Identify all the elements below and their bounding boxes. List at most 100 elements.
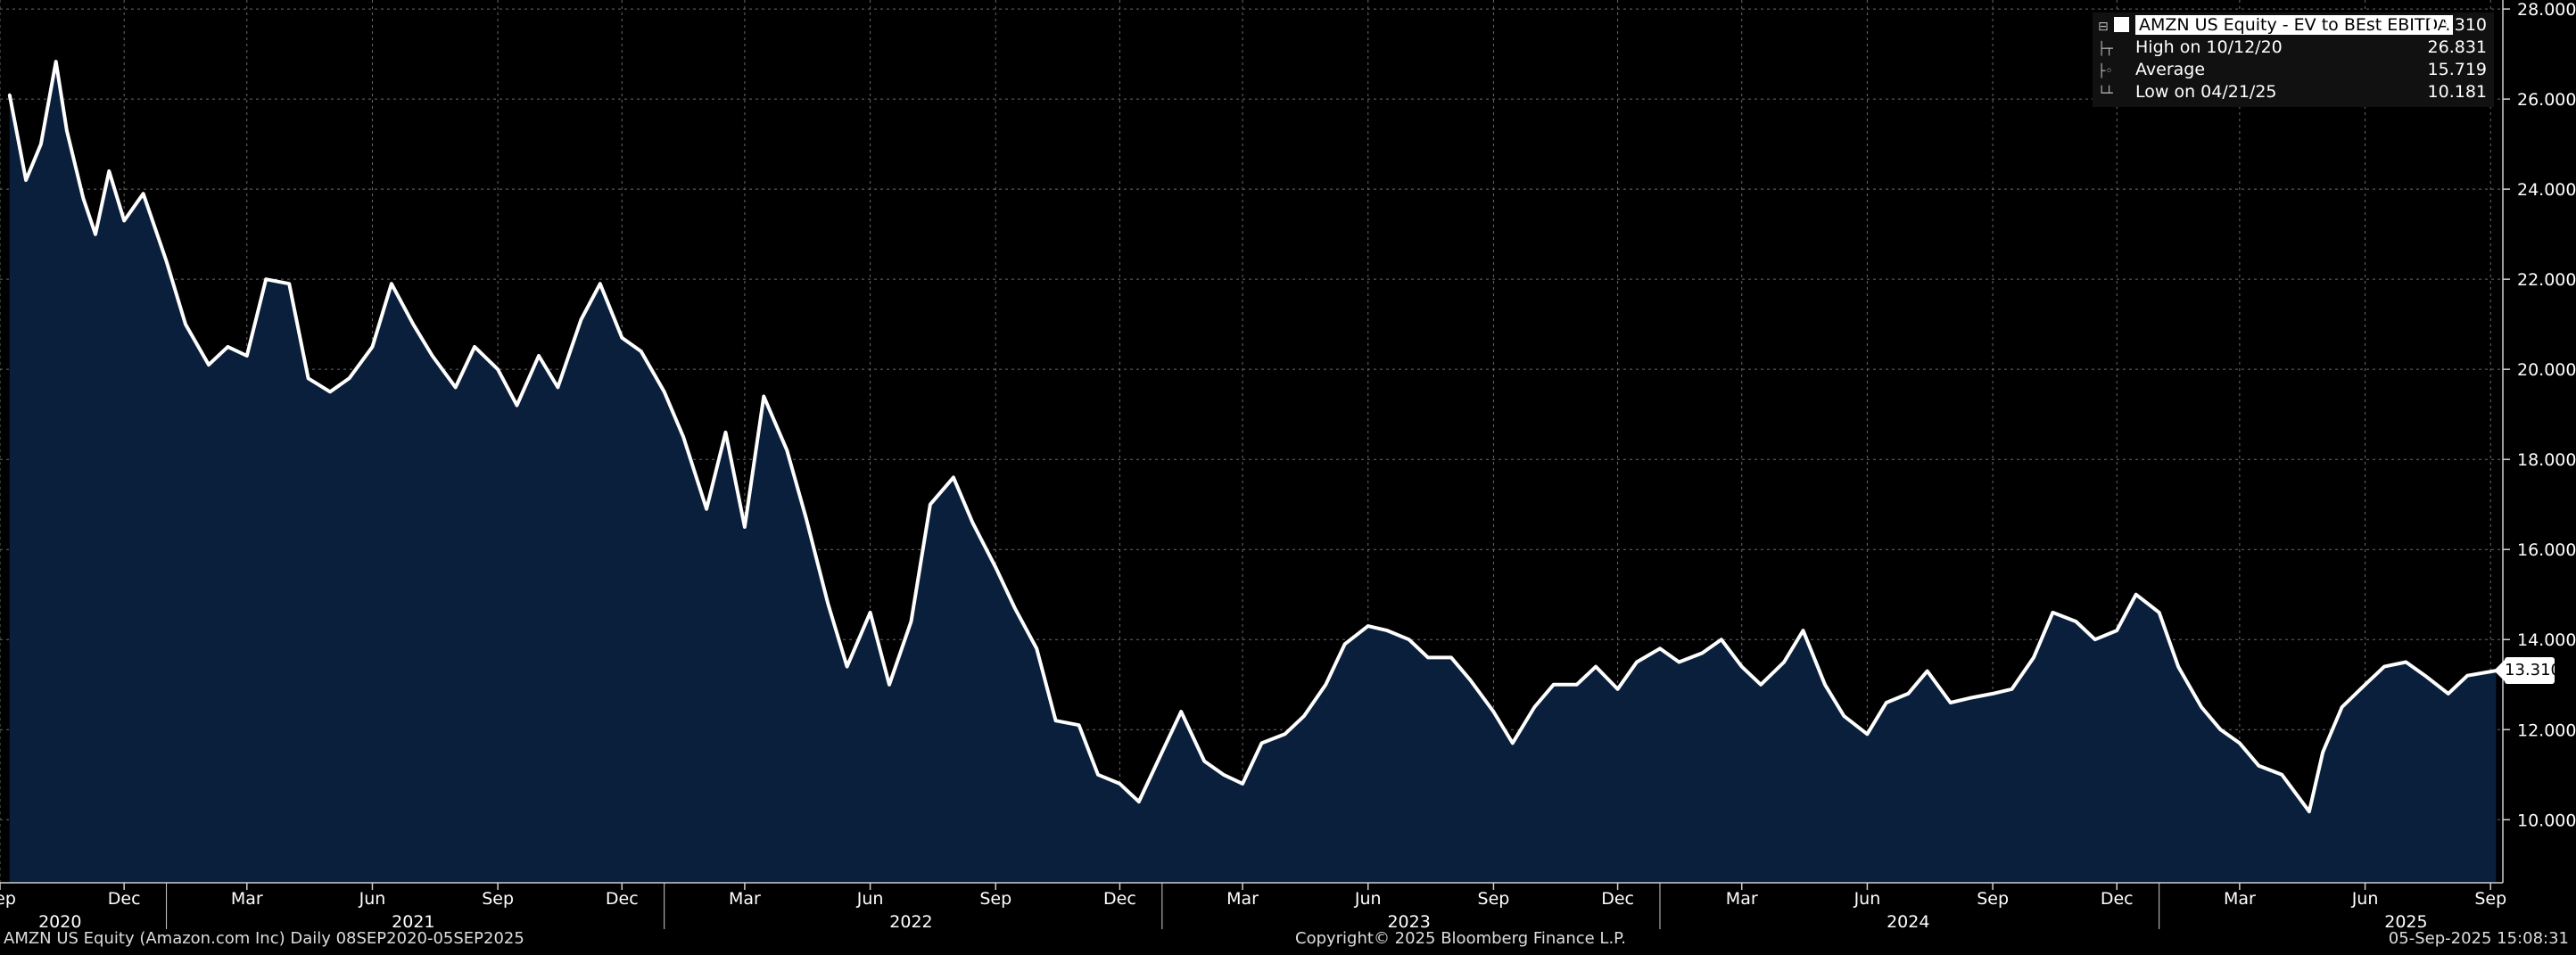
data-point <box>663 390 666 393</box>
data-point <box>1284 732 1286 736</box>
x-tick-label: Dec <box>108 889 141 909</box>
data-point <box>1720 638 1723 641</box>
data-point <box>1616 687 1620 691</box>
legend-series-title: AMZN US Equity - EV to BEst EBITDA <box>2135 15 2453 35</box>
data-point <box>1594 665 1598 669</box>
data-point <box>2134 593 2138 597</box>
data-point <box>454 385 458 389</box>
legend-title-row: ⊟ AMZN US Equity - EV to BEst EBITDA 13.… <box>2093 14 2494 37</box>
data-point <box>705 507 708 511</box>
data-point <box>54 60 58 63</box>
data-point <box>2404 661 2407 663</box>
series-points <box>8 60 2498 813</box>
data-point <box>579 318 582 322</box>
data-point <box>1782 661 1786 663</box>
data-point <box>2364 683 2367 687</box>
data-point <box>869 611 872 614</box>
data-point <box>473 345 476 349</box>
data-point <box>431 354 434 358</box>
data-point <box>1991 692 1994 696</box>
data-point <box>1740 665 1744 669</box>
x-year-label: 2024 <box>1887 912 1929 932</box>
footer-timestamp: 05-Sep-2025 15:08:31 <box>2388 929 2569 948</box>
data-point <box>1823 683 1827 687</box>
x-tick-label: Dec <box>1103 889 1136 909</box>
data-point <box>970 521 974 524</box>
data-point <box>1408 638 1411 641</box>
data-point <box>1658 646 1662 650</box>
data-point <box>1532 705 1536 709</box>
y-axis: 10.000 12.000 14.000 16.000 18.000 20.000 22.0… <box>2502 0 2576 883</box>
data-point <box>888 683 891 687</box>
data-point <box>1949 701 1953 704</box>
x-tick-label: Mar <box>1726 889 1758 909</box>
data-point <box>1700 651 1704 655</box>
data-point <box>1241 782 1244 786</box>
y-tick-label: 24.000 <box>2517 180 2576 200</box>
data-point <box>1491 710 1495 713</box>
data-point <box>348 376 351 380</box>
data-point <box>1137 800 1141 803</box>
collapse-icon[interactable]: ⊟ <box>2098 20 2109 34</box>
x-year-label: 2020 <box>38 912 81 932</box>
data-point <box>1426 655 1430 659</box>
data-point <box>620 336 623 340</box>
data-point <box>245 354 249 358</box>
data-point <box>24 178 28 182</box>
x-tick-label: Mar <box>1226 889 1259 909</box>
data-point <box>1759 683 1763 687</box>
x-tick-label: Mar <box>729 889 761 909</box>
footer-copyright: Copyright© 2025 Bloomberg Finance L.P. <box>1295 929 1626 948</box>
x-tick-label: Sep <box>1977 889 2009 909</box>
data-point <box>1635 661 1639 663</box>
data-point <box>307 376 310 380</box>
x-tick-label: Jun <box>2351 889 2379 909</box>
data-point <box>1552 683 1556 687</box>
legend-high-label: High on 10/12/20 <box>2135 37 2283 57</box>
y-tick-label: 14.000 <box>2517 630 2576 650</box>
legend-average-label: Average <box>2135 60 2206 79</box>
data-point <box>2032 655 2035 659</box>
data-point <box>785 449 788 452</box>
legend-last-value: 13.310 <box>2427 15 2487 35</box>
x-tick-label: Jun <box>856 889 884 909</box>
legend-low-row: └┴ Low on 04/21/25 10.181 <box>2093 81 2494 103</box>
data-point <box>2382 665 2386 669</box>
x-tick-label: Jun <box>1354 889 1382 909</box>
data-point <box>371 345 374 349</box>
y-tick-label: 22.000 <box>2517 270 2576 290</box>
legend-box: ⊟ AMZN US Equity - EV to BEst EBITDA 13.… <box>2093 12 2494 107</box>
y-tick-label: 16.000 <box>2517 540 2576 560</box>
data-point <box>2158 611 2161 614</box>
data-point <box>264 277 268 281</box>
data-point <box>39 143 43 146</box>
data-point <box>2280 773 2283 777</box>
data-point <box>8 93 12 96</box>
data-point <box>1842 714 1845 718</box>
data-point <box>411 323 415 326</box>
data-point <box>184 323 187 326</box>
data-point <box>743 525 747 529</box>
x-tick-label: Dec <box>606 889 639 909</box>
legend-average-value: 15.719 <box>2427 60 2487 79</box>
data-point <box>2176 665 2180 669</box>
data-point <box>1511 741 1515 745</box>
data-point <box>1054 719 1058 722</box>
data-point <box>1013 606 1017 610</box>
data-point <box>2051 611 2054 614</box>
data-point <box>1260 741 1263 745</box>
data-point <box>2423 674 2427 678</box>
y-tick-label: 12.000 <box>2517 720 2576 740</box>
legend-high-value: 26.831 <box>2427 37 2487 57</box>
footer-security-info: AMZN US Equity (Amazon.com Inc) Daily 08… <box>4 929 524 948</box>
x-axis: Sep Dec Mar Jun Sep Dec Mar Jun Sep Dec Mar Jun Sep D… <box>0 882 2506 932</box>
data-point <box>1906 692 1910 696</box>
data-point <box>2238 741 2242 745</box>
data-point <box>826 602 830 605</box>
data-point <box>1677 661 1680 663</box>
x-tick-label: Sep <box>482 889 514 909</box>
y-tick-label: 26.000 <box>2517 90 2576 110</box>
data-point <box>640 350 643 353</box>
data-point <box>805 516 808 520</box>
